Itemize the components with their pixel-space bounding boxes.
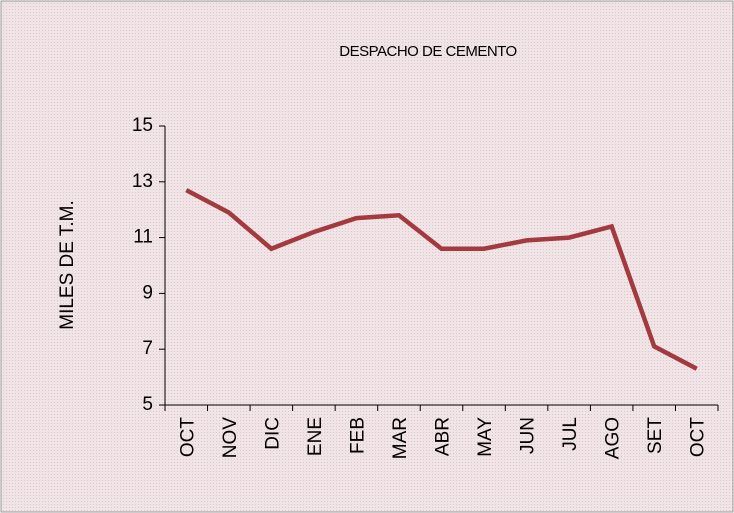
x-tick-label: FEB xyxy=(347,417,368,454)
x-tick-label: NOV xyxy=(220,417,241,459)
y-tick-label: 15 xyxy=(132,115,153,136)
x-tick-label: ABR xyxy=(433,417,454,456)
x-tick-label: AGO xyxy=(603,417,624,459)
chart-title: DESPACHO DE CEMENTO xyxy=(339,43,516,60)
x-tick-label: ENE xyxy=(305,417,326,456)
x-tick-label: OCT xyxy=(688,417,709,458)
x-tick-label: MAR xyxy=(390,417,411,459)
x-tick-label: MAY xyxy=(475,417,496,457)
x-tick-label: DIC xyxy=(262,417,283,450)
y-tick-label: 13 xyxy=(132,171,153,192)
x-tick-label: JUL xyxy=(560,417,581,451)
y-axis-label: MILES DE T.M. xyxy=(57,200,78,330)
y-tick-label: 11 xyxy=(133,227,153,248)
x-tick-label: OCT xyxy=(177,417,198,458)
y-tick-label: 7 xyxy=(142,338,153,359)
x-tick-label: JUN xyxy=(518,417,539,454)
x-tick-label: SET xyxy=(645,417,666,454)
data-line xyxy=(185,188,698,371)
y-tick-label: 5 xyxy=(142,394,153,415)
y-tick-label: 9 xyxy=(142,282,153,303)
